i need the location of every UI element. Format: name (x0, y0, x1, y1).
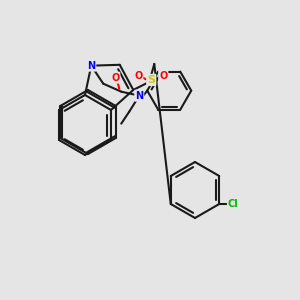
Text: O: O (111, 73, 119, 83)
Text: N: N (87, 61, 95, 71)
Text: S: S (147, 75, 155, 85)
Text: N: N (135, 91, 143, 101)
Text: O: O (134, 71, 142, 81)
Text: O: O (159, 71, 167, 81)
Text: Cl: Cl (228, 199, 238, 209)
